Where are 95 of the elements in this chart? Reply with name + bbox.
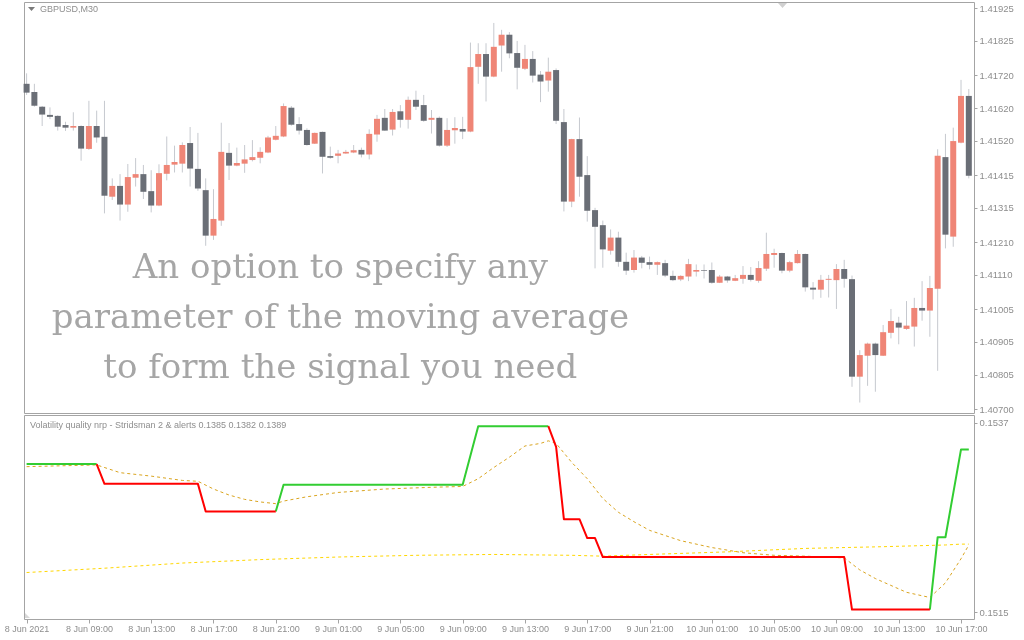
candlestick — [85, 100, 92, 151]
candlestick — [771, 248, 778, 269]
candlestick — [296, 116, 303, 136]
candlestick — [623, 252, 630, 276]
y-tick-label: 1.41110 — [979, 269, 1013, 281]
y-tick-label: 0.1537 — [979, 417, 1009, 429]
candlestick — [545, 57, 552, 93]
candlestick — [919, 280, 926, 322]
candlestick — [739, 265, 746, 285]
candlestick — [412, 90, 419, 111]
y-tick-label: 1.40700 — [979, 403, 1014, 415]
candlestick — [693, 263, 700, 278]
candlestick — [428, 109, 435, 135]
y-tick-label: 1.41620 — [979, 102, 1014, 114]
candlestick — [856, 349, 863, 404]
candlestick — [397, 104, 404, 129]
candlestick — [381, 108, 388, 132]
y-tick-label: 1.41005 — [979, 303, 1014, 315]
candlestick — [132, 157, 139, 188]
candlestick — [420, 94, 427, 123]
candlestick — [288, 105, 295, 127]
candlestick — [459, 116, 466, 140]
candlestick — [498, 29, 505, 73]
candlestick — [669, 270, 676, 282]
x-tick-label: 10 Jun 01:00 — [686, 623, 739, 634]
candlestick — [374, 114, 381, 143]
candlestick — [708, 261, 715, 285]
candlestick — [514, 40, 521, 90]
candlestick — [210, 188, 217, 241]
y-tick-label: 1.41520 — [979, 135, 1014, 147]
y-tick-label: 1.41720 — [979, 69, 1014, 81]
candlestick — [880, 324, 887, 357]
candlestick — [887, 308, 894, 339]
candlestick — [529, 50, 536, 83]
candlestick — [148, 169, 155, 213]
candlestick — [46, 106, 53, 120]
x-tick-label: 9 Jun 17:00 — [564, 623, 612, 634]
candlestick — [592, 207, 599, 269]
candlestick — [926, 275, 933, 338]
text: Volatility quality nrp - Stridsman 2 & alerts 0.1385 0.1382 0.1389 — [30, 420, 287, 430]
y-tick-label: 0.1515 — [979, 606, 1009, 618]
candlestick — [483, 42, 490, 102]
x-tick-label: 10 Jun 09:00 — [810, 623, 863, 634]
candlestick — [226, 142, 233, 181]
chart-title: GBPUSD,M30 — [40, 4, 99, 14]
candlestick — [78, 124, 85, 162]
candlestick — [521, 44, 528, 71]
candlestick — [607, 228, 614, 256]
candlestick — [810, 281, 817, 300]
x-tick-label: 8 Jun 2021 — [4, 623, 50, 634]
x-tick-label: 8 Jun 13:00 — [128, 623, 176, 634]
x-tick-label: 8 Jun 09:00 — [65, 623, 113, 634]
x-tick-label: 10 Jun 13:00 — [873, 623, 926, 634]
y-tick-label: 1.41825 — [979, 35, 1014, 47]
y-tick-label: 1.41925 — [979, 2, 1014, 14]
candlestick — [895, 316, 902, 345]
y-tick-label: 1.41415 — [979, 169, 1014, 181]
x-tick-label: 9 Jun 09:00 — [439, 623, 487, 634]
candlestick — [872, 342, 879, 393]
candlestick — [864, 342, 871, 387]
candlestick — [140, 164, 147, 200]
annotation: An option to specify any parameter of the moving average to form the signal you need — [51, 246, 630, 386]
candlestick — [366, 128, 373, 160]
candlestick — [70, 111, 77, 132]
y-tick-label: 1.40805 — [979, 369, 1014, 381]
candlestick — [475, 42, 482, 85]
candlestick — [444, 117, 451, 148]
line-series — [26, 543, 970, 574]
candlestick — [342, 149, 349, 155]
candlestick — [194, 132, 201, 192]
candlestick — [841, 259, 848, 289]
y-tick-label: 1.41210 — [979, 236, 1014, 248]
x-tick-label: 10 Jun 05:00 — [748, 623, 801, 634]
line-series — [26, 440, 970, 598]
candlestick — [701, 263, 708, 280]
x-tick-label: 9 Jun 21:00 — [626, 623, 674, 634]
y-tick-label: 1.40905 — [979, 336, 1014, 348]
candlestick — [93, 110, 100, 144]
candlestick — [506, 31, 513, 59]
candlestick — [109, 177, 116, 201]
x-tick-label: 9 Jun 05:00 — [377, 623, 425, 634]
x-tick-label: 8 Jun 17:00 — [190, 623, 238, 634]
candlestick — [163, 135, 170, 181]
x-tick-label: 9 Jun 01:00 — [315, 623, 363, 634]
y-tick-label: 1.41315 — [979, 202, 1014, 214]
candlestick — [389, 108, 396, 137]
x-tick-label: 9 Jun 13:00 — [501, 623, 549, 634]
candlestick — [537, 70, 544, 103]
candlestick — [817, 274, 824, 299]
candlestick — [39, 105, 46, 127]
x-tick-label: 10 Jun 17:00 — [935, 623, 988, 634]
candlestick — [405, 96, 412, 130]
candlestick — [630, 249, 637, 274]
x-tick-label: 8 Jun 21:00 — [252, 623, 300, 634]
candlestick — [117, 173, 124, 222]
